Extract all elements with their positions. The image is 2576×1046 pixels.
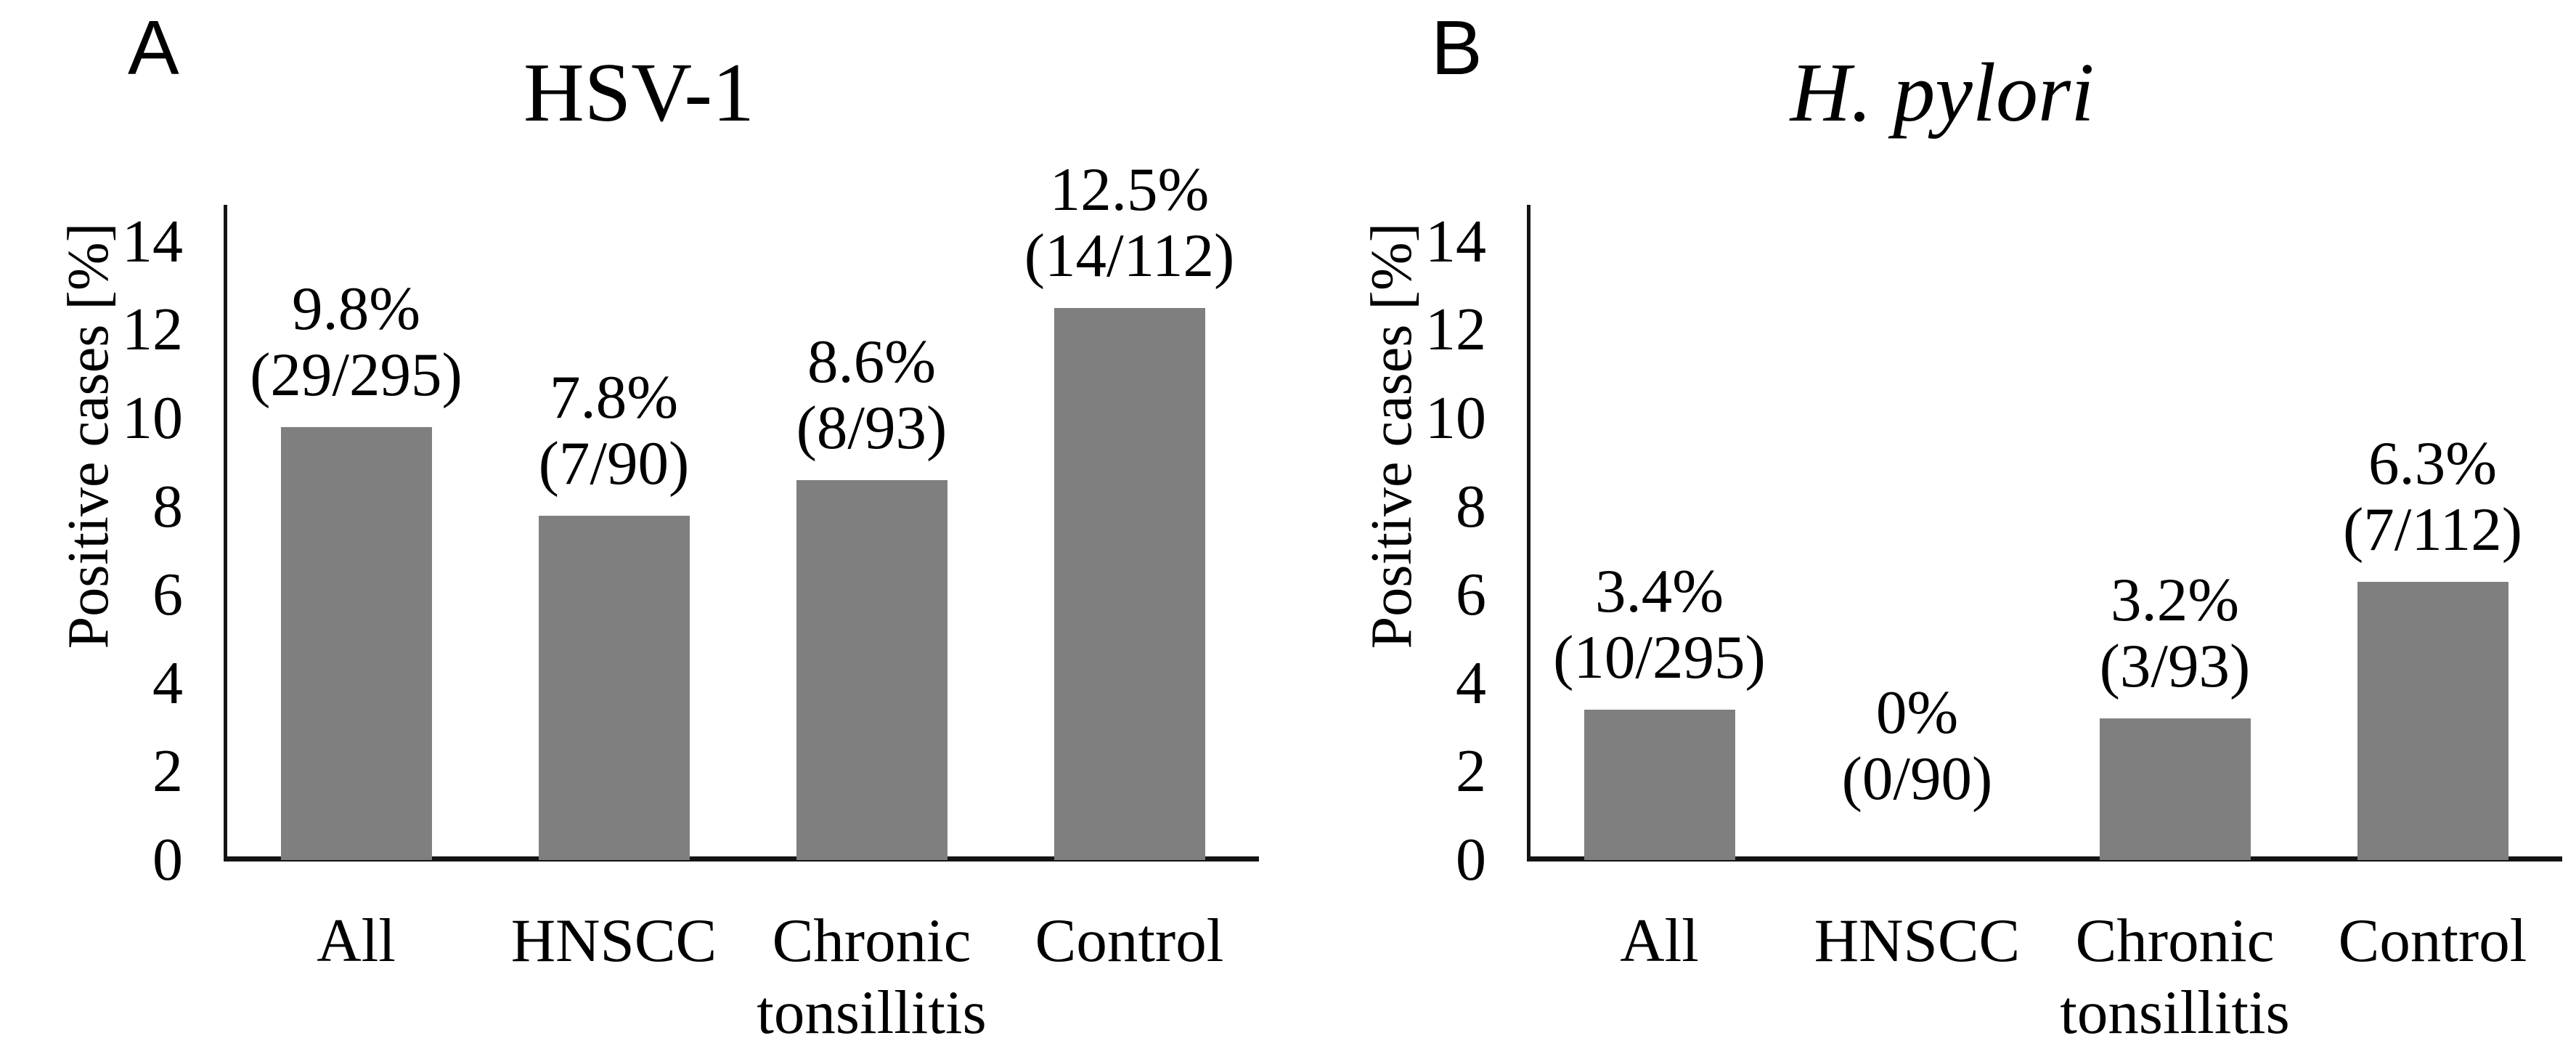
y-tick-label: 14 — [122, 207, 183, 275]
x-axis-line — [1527, 856, 2562, 861]
category-label: All — [1530, 905, 1788, 977]
bar-value-label-line: (7/90) — [538, 429, 690, 498]
category-label-line: Control — [1035, 907, 1224, 975]
bar — [280, 427, 432, 860]
bar-value-label-line: 7.8% — [549, 362, 679, 431]
bar-value-label-line: 8.6% — [807, 328, 937, 397]
category-label: Chronic tonsillitis — [2046, 905, 2304, 1046]
bar-value-label: 12.5% (14/112) — [1000, 157, 1258, 289]
category-label-line: All — [1620, 907, 1699, 975]
y-tick-label: 12 — [1425, 296, 1486, 364]
bar — [2357, 581, 2508, 860]
category-label: Chronic tonsillitis — [743, 905, 1000, 1046]
y-tick-label: 12 — [122, 296, 183, 364]
y-tick-label: 6 — [152, 561, 183, 629]
category-label-line: Chronic — [2075, 907, 2275, 975]
category-label: Control — [1000, 905, 1258, 977]
category-label: Control — [2304, 905, 2561, 977]
chart-title-hpylori: H. pylori — [1790, 46, 2095, 139]
bar-value-label-line: 12.5% — [1049, 155, 1210, 224]
bar-value-label: 8.6% (8/93) — [743, 329, 1000, 461]
bar-value-label: 7.8% (7/90) — [485, 362, 743, 498]
bar-value-label-line: (3/93) — [2099, 632, 2251, 701]
bar-value-label-line: 3.4% — [1594, 557, 1724, 626]
chart-title-hsv1: HSV-1 — [523, 46, 755, 139]
y-tick-label: 8 — [1456, 472, 1486, 540]
bar-value-label-line: 6.3% — [2368, 429, 2498, 498]
bar-value-label-line: (7/112) — [2342, 495, 2523, 564]
bar-value-label-line: 3.2% — [2110, 566, 2240, 635]
y-tick-label: 2 — [152, 737, 183, 806]
y-tick-label: 4 — [1456, 649, 1486, 717]
y-tick-label: 10 — [122, 384, 183, 452]
category-label-line: tonsillitis — [2060, 978, 2290, 1046]
bar — [1583, 710, 1735, 860]
y-tick-label: 4 — [152, 649, 183, 717]
category-label: All — [227, 905, 485, 977]
category-label-line: tonsillitis — [757, 978, 987, 1046]
bar-value-label-line: 0% — [1875, 678, 1959, 747]
category-label-line: HNSCC — [510, 907, 717, 975]
y-axis-line — [1527, 205, 1530, 861]
bar — [538, 515, 690, 860]
category-label: HNSCC — [485, 905, 743, 977]
panel-letter-b: B — [1431, 5, 1483, 91]
bar-value-label: 6.3% (7/112) — [2304, 429, 2561, 564]
bar-value-label: 3.2% (3/93) — [2046, 567, 2304, 700]
y-tick-label: 2 — [1456, 737, 1486, 806]
y-tick-label: 8 — [152, 472, 183, 540]
bar-value-label-line: 9.8% — [291, 275, 421, 344]
bar-value-label: 0% (0/90) — [1788, 680, 2046, 812]
panel-hsv1: A HSV-1 Positive cases [%] 0 2 4 6 8 10 12 14 9… — [0, 0, 1273, 1046]
panel-hpylori: B H. pylori Positive cases [%] 0 2 4 6 8 10 12… — [1303, 0, 2576, 1046]
bar-value-label-line: (0/90) — [1841, 745, 1993, 813]
y-tick-label: 6 — [1456, 561, 1486, 629]
y-tick-label: 0 — [152, 826, 183, 893]
y-tick-label: 0 — [1456, 826, 1486, 893]
bar — [2099, 718, 2251, 860]
category-label: HNSCC — [1788, 905, 2046, 977]
category-label-line: HNSCC — [1814, 907, 2021, 975]
bar-value-label-line: (29/295) — [250, 341, 462, 410]
x-axis-line — [224, 856, 1259, 861]
panel-letter-a: A — [128, 5, 179, 91]
y-tick-label: 10 — [1425, 384, 1486, 452]
y-tick-label: 14 — [1425, 207, 1486, 275]
y-axis-line — [224, 205, 227, 861]
category-label-line: Control — [2338, 907, 2527, 975]
bar — [1053, 308, 1205, 860]
bar-value-label: 9.8% (29/295) — [227, 276, 485, 408]
category-label-line: Chronic — [772, 907, 971, 975]
bar-value-label-line: (8/93) — [796, 394, 947, 463]
category-label-line: All — [317, 907, 396, 975]
bar — [796, 480, 947, 860]
bar-value-label: 3.4% (10/295) — [1530, 559, 1788, 691]
bar-value-label-line: (10/295) — [1553, 623, 1766, 692]
bar-value-label-line: (14/112) — [1024, 222, 1235, 290]
